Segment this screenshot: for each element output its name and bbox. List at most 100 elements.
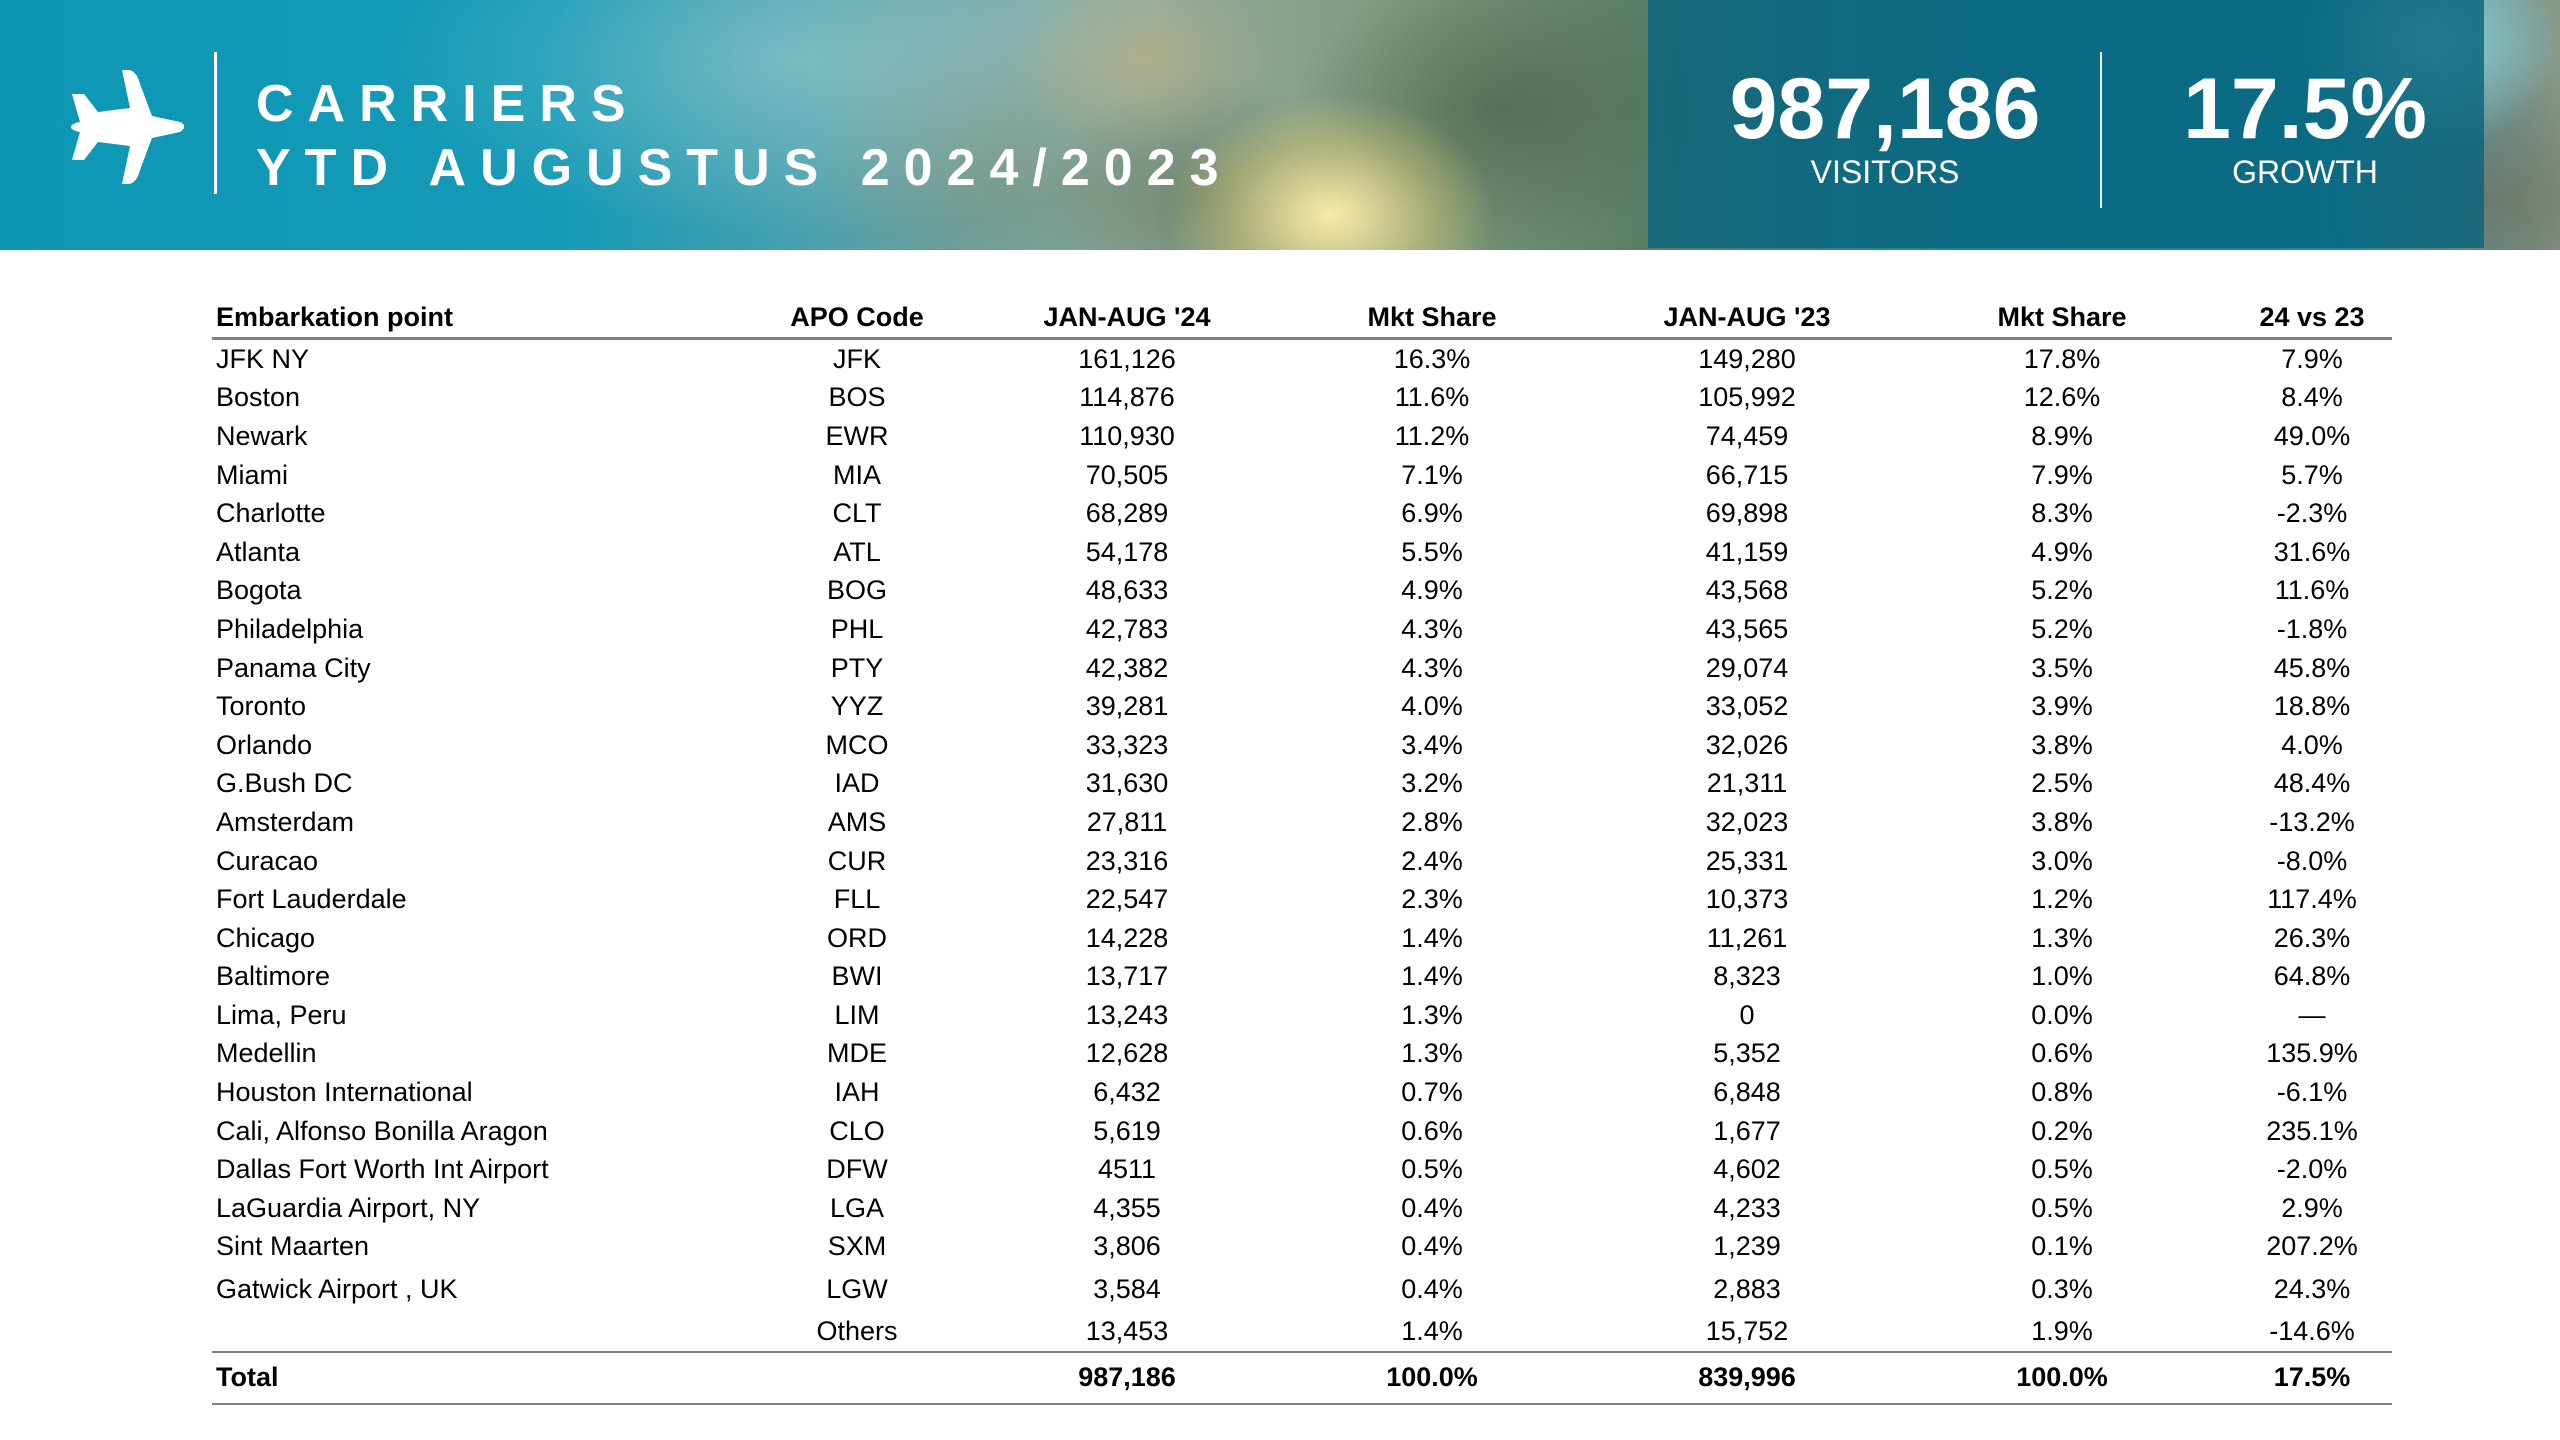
cell-jan-aug-24: 13,243 (1085, 999, 1169, 1030)
cell-24-vs-23: -2.0% (2276, 1154, 2348, 1185)
cell-24-vs-23: 235.1% (2266, 1115, 2358, 1146)
cell-mkt-share-24: 3.2% (1401, 768, 1463, 799)
table-row: Curacao CUR 23,316 2.4% 25,331 3.0% -8.0% (212, 842, 2392, 881)
cell-24-vs-23: 5.7% (2281, 459, 2343, 490)
cell-jan-aug-24: 114,876 (1079, 382, 1175, 413)
cell-24-vs-23: -1.8% (2276, 613, 2348, 644)
cell-mkt-share-24: 2.3% (1401, 884, 1463, 915)
cell-24-vs-23: 64.8% (2273, 961, 2351, 992)
cell-mkt-share-23: 17.8% (2023, 343, 2101, 374)
cell-apo-code: PTY (830, 652, 884, 683)
cell-24-vs-23: 207.2% (2266, 1231, 2358, 1262)
cell-jan-aug-24: 3,806 (1093, 1231, 1161, 1262)
cell-mkt-share-23: 3.5% (2031, 652, 2093, 683)
cell-mkt-share-23: 0.0% (2031, 999, 2093, 1030)
cell-jan-aug-23: 21,311 (1706, 768, 1788, 799)
table-row: Houston International IAH 6,432 0.7% 6,848 0.… (212, 1073, 2392, 1112)
table-row: Amsterdam AMS 27,811 2.8% 32,023 3.8% -13.2% (212, 803, 2392, 842)
cell-apo-code: SXM (827, 1231, 887, 1262)
cell-mkt-share-23: 100.0% (1892, 1351, 2232, 1405)
cell-24-vs-23: 135.9% (2266, 1038, 2358, 1069)
cell-24-vs-23: 49.0% (2273, 420, 2351, 451)
cell-apo-code: PHL (830, 613, 884, 644)
cell-embarkation-point: Boston (216, 382, 301, 413)
cell-embarkation-point: Charlotte (216, 498, 326, 529)
cell-mkt-share-24: 0.6% (1401, 1115, 1463, 1146)
cell-jan-aug-24: 161,126 (1078, 343, 1176, 374)
cell-embarkation-point: Chicago (216, 922, 316, 953)
table-row: G.Bush DC IAD 31,630 3.2% 21,311 2.5% 48.4% (212, 765, 2392, 804)
cell-24-vs-23: 18.8% (2273, 691, 2351, 722)
cell-jan-aug-23: 1,677 (1713, 1115, 1781, 1146)
cell-apo-code (722, 1351, 992, 1405)
cell-jan-aug-24: 987,186 (992, 1351, 1262, 1405)
cell-mkt-share-24: 1.4% (1401, 961, 1463, 992)
cell-mkt-share-24: 4.3% (1401, 652, 1463, 683)
cell-jan-aug-23: 15,752 (1602, 1312, 1892, 1353)
cell-jan-aug-23: 69,898 (1705, 498, 1789, 529)
table-row: Lima, Peru LIM 13,243 1.3% 0 0.0% — (212, 996, 2392, 1035)
cell-embarkation-point: Panama City (216, 652, 371, 683)
cell-jan-aug-23: 25,331 (1705, 845, 1789, 876)
cell-mkt-share-23: 8.9% (2031, 420, 2093, 451)
cell-jan-aug-24: 48,633 (1085, 575, 1169, 606)
cell-embarkation-point: Lima, Peru (216, 999, 347, 1030)
table-row: Toronto YYZ 39,281 4.0% 33,052 3.9% 18.8% (212, 687, 2392, 726)
table-row: Baltimore BWI 13,717 1.4% 8,323 1.0% 64.8% (212, 958, 2392, 997)
cell-apo-code: FLL (833, 884, 881, 915)
cell-mkt-share-24: 7.1% (1401, 459, 1463, 490)
table-row: Boston BOS 114,876 11.6% 105,992 12.6% 8.4% (212, 379, 2392, 418)
cell-mkt-share-23: 0.5% (2031, 1154, 2093, 1185)
header-apo-code: APO Code (722, 285, 992, 340)
cell-mkt-share-23: 5.2% (2031, 613, 2093, 644)
cell-mkt-share-24: 1.4% (1262, 1312, 1602, 1353)
header-jan-aug-24: JAN-AUG '24 (992, 285, 1262, 340)
cell-embarkation-point: Philadelphia (216, 613, 364, 644)
cell-jan-aug-24: 5,619 (1093, 1115, 1161, 1146)
cell-mkt-share-24: 1.4% (1401, 922, 1463, 953)
cell-jan-aug-23: 5,352 (1713, 1038, 1781, 1069)
cell-24-vs-23: 48.4% (2273, 768, 2351, 799)
cell-apo-code: DFW (826, 1154, 888, 1185)
cell-apo-code: EWR (825, 420, 889, 451)
visitors-value: 987,186 (1729, 61, 2041, 157)
cell-jan-aug-24: 68,289 (1085, 498, 1169, 529)
table-row: Bogota BOG 48,633 4.9% 43,568 5.2% 11.6% (212, 572, 2392, 611)
cell-embarkation-point: Houston International (216, 1077, 473, 1108)
cell-mkt-share-24: 1.3% (1401, 999, 1463, 1030)
cell-jan-aug-24: 4,355 (1093, 1192, 1161, 1223)
cell-mkt-share-23: 1.2% (2031, 884, 2093, 915)
cell-jan-aug-24: 3,584 (1093, 1273, 1161, 1304)
cell-jan-aug-23: 0 (1739, 999, 1755, 1030)
table-row: Orlando MCO 33,323 3.4% 32,026 3.8% 4.0% (212, 726, 2392, 765)
table-row: Atlanta ATL 54,178 5.5% 41,159 4.9% 31.6% (212, 533, 2392, 572)
cell-apo-code: ATL (833, 536, 881, 567)
table-row: Philadelphia PHL 42,783 4.3% 43,565 5.2% -1.8% (212, 610, 2392, 649)
title-divider (214, 52, 217, 194)
cell-mkt-share-24: 3.4% (1401, 729, 1463, 760)
cell-mkt-share-23: 4.9% (2031, 536, 2093, 567)
cell-jan-aug-23: 4,602 (1713, 1154, 1781, 1185)
cell-mkt-share-24: 4.0% (1401, 691, 1463, 722)
growth-value: 17.5% (2183, 61, 2427, 157)
cell-apo-code: BOG (826, 575, 887, 606)
cell-apo-code: IAD (834, 768, 880, 799)
cell-mkt-share-23: 5.2% (2031, 575, 2093, 606)
cell-mkt-share-23: 2.5% (2031, 768, 2093, 799)
cell-apo-code: AMS (827, 806, 887, 837)
table-row: Sint Maarten SXM 3,806 0.4% 1,239 0.1% 207.2% (212, 1228, 2392, 1267)
total-row: Total 987,186 100.0% 839,996 100.0% 17.5% (212, 1351, 2392, 1405)
cell-mkt-share-23: 3.0% (2031, 845, 2093, 876)
cell-apo-code: LGA (829, 1192, 885, 1223)
cell-24-vs-23: -8.0% (2276, 845, 2348, 876)
cell-24-vs-23: 31.6% (2273, 536, 2351, 567)
cell-mkt-share-23: 0.3% (2031, 1273, 2093, 1304)
cell-jan-aug-23: 6,848 (1713, 1077, 1781, 1108)
cell-mkt-share-24: 4.3% (1401, 613, 1463, 644)
cell-24-vs-23: — (2298, 999, 2326, 1030)
cell-apo-code: MDE (827, 1038, 887, 1069)
cell-jan-aug-23: 11,261 (1706, 922, 1788, 953)
cell-24-vs-23: 26.3% (2273, 922, 2351, 953)
cell-apo-code: LIM (834, 999, 880, 1030)
cell-jan-aug-24: 6,432 (1093, 1077, 1161, 1108)
